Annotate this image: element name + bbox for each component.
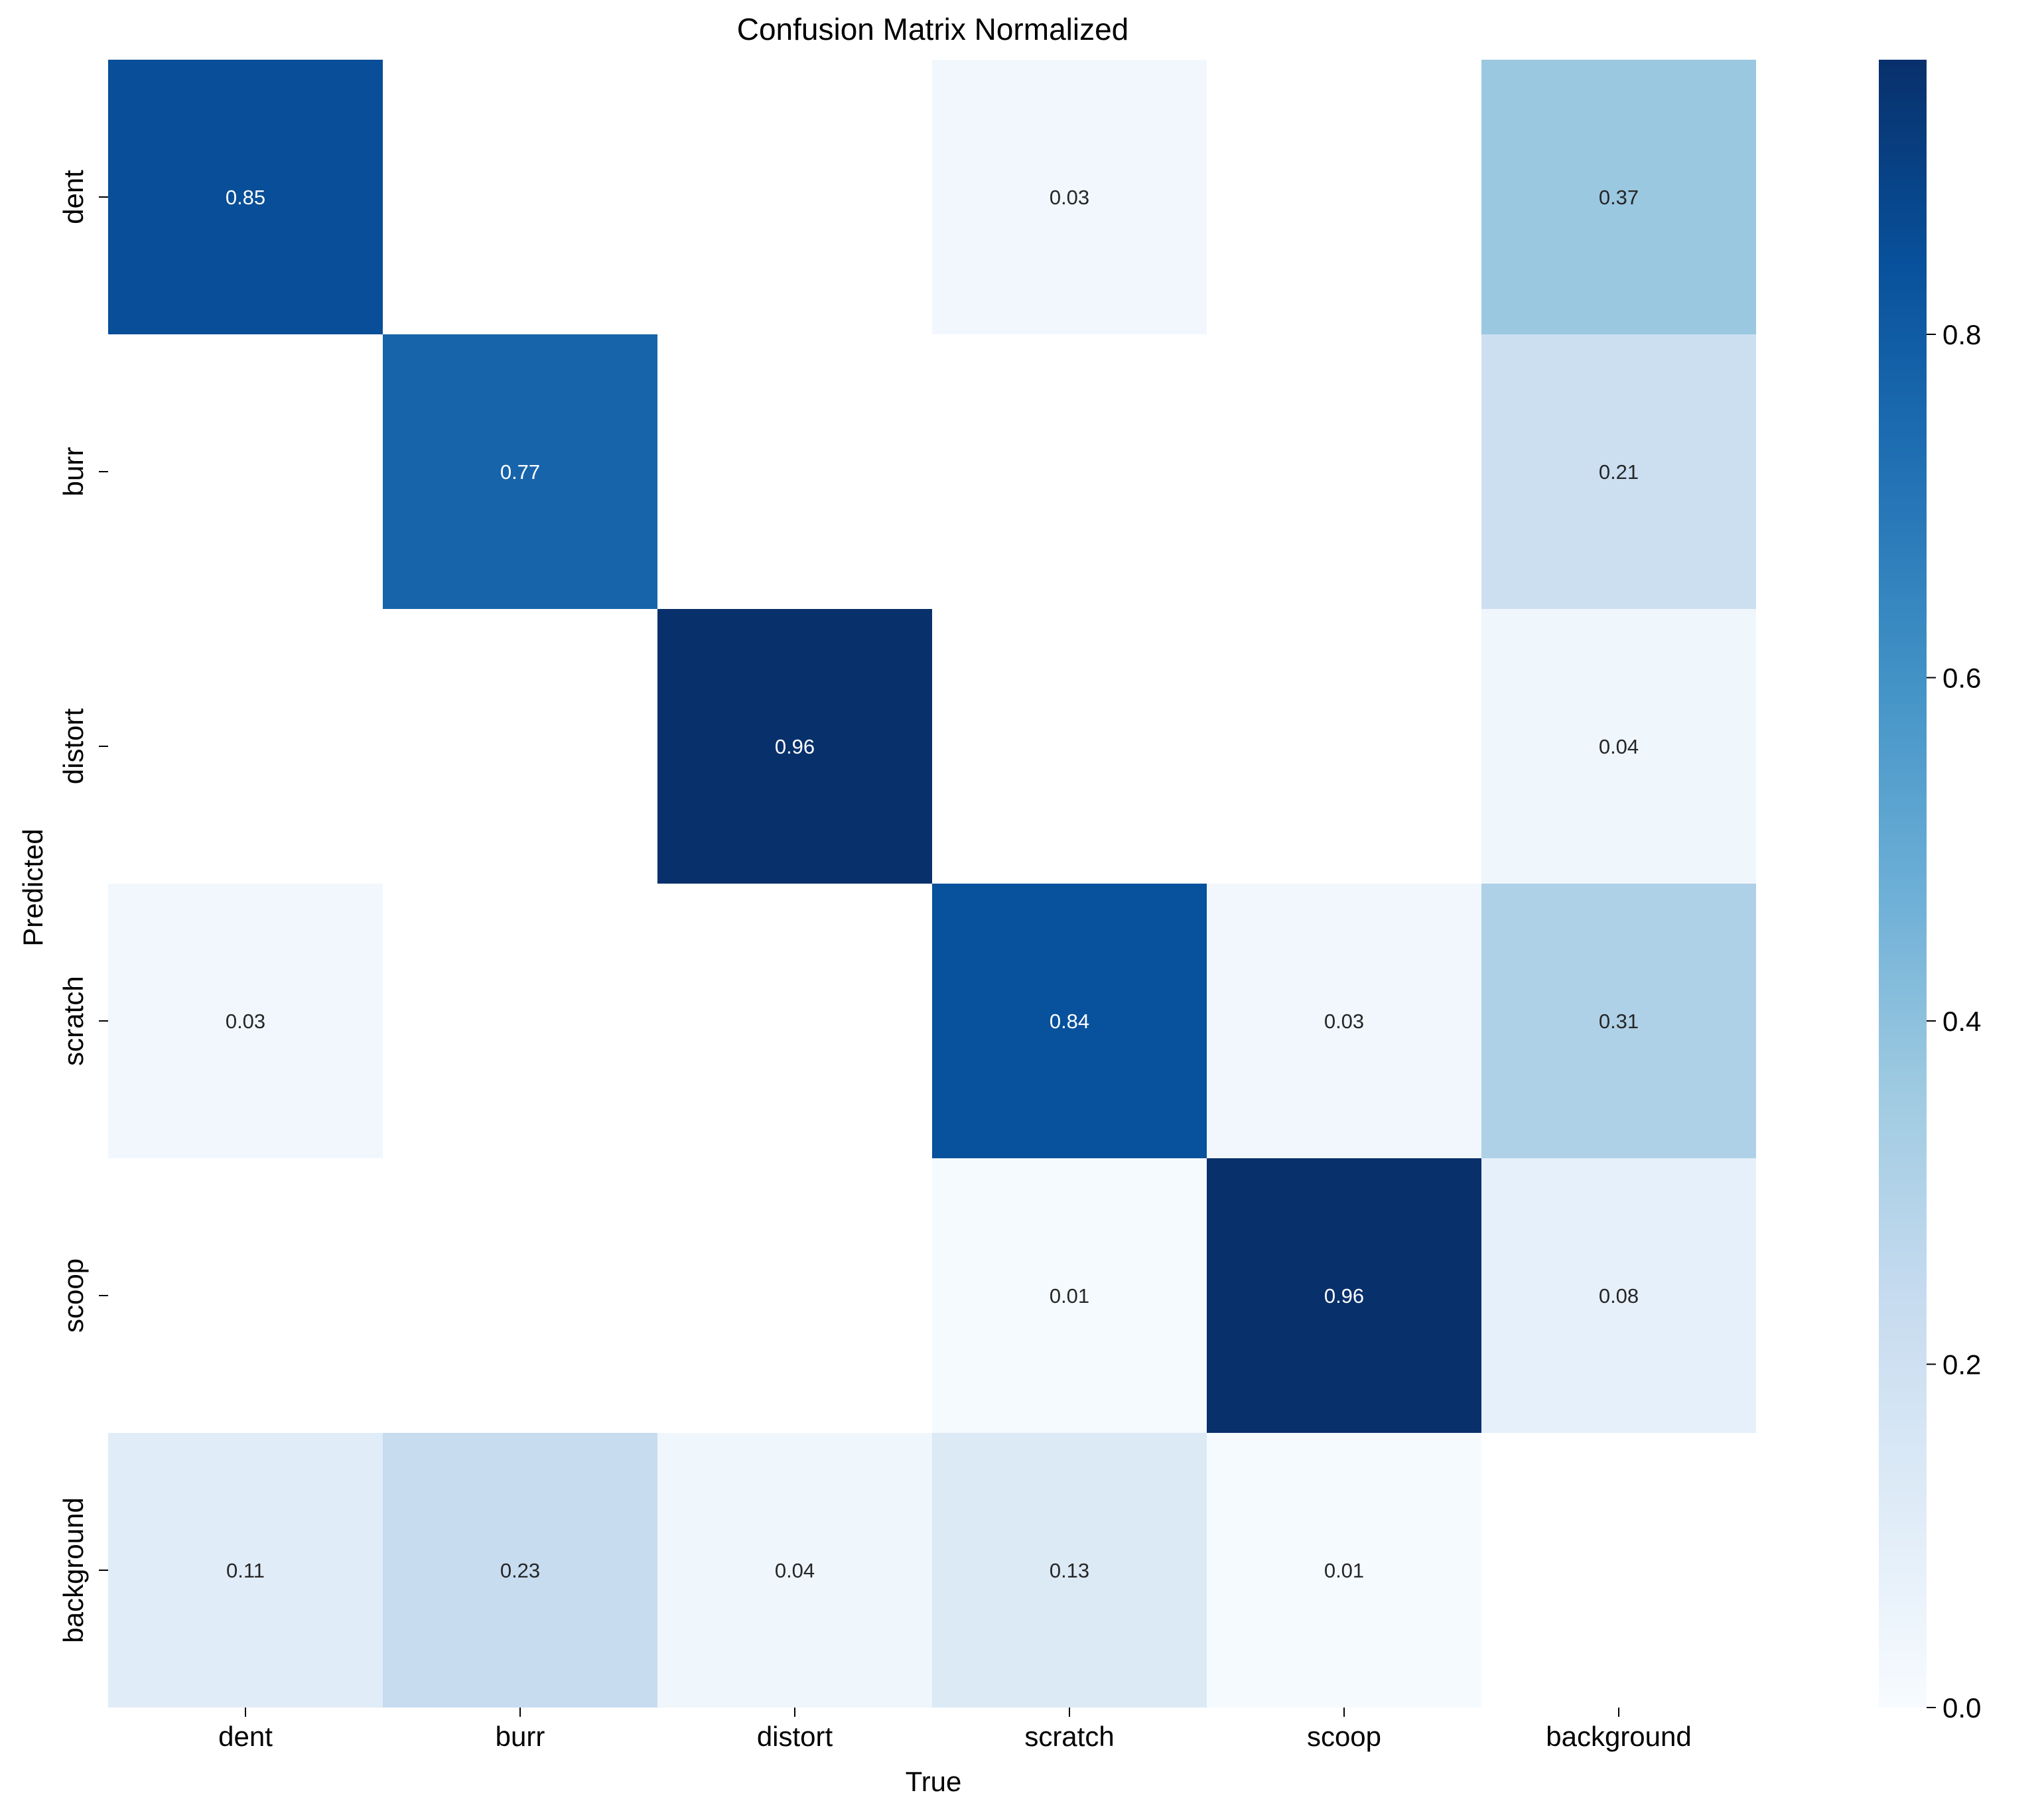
cell-value-label: 0.03 [1050, 186, 1089, 209]
colorbar-tick-label: 0.2 [1942, 1349, 1981, 1380]
heatmap-cell [108, 1433, 383, 1708]
heatmap-cell [932, 1433, 1207, 1708]
colorbar-tick-label: 0.6 [1942, 663, 1981, 694]
x-tick-label: burr [496, 1721, 545, 1752]
heatmap-cell [657, 609, 932, 884]
colorbar-gradient [1879, 60, 1927, 1708]
heatmap-cell [1207, 1158, 1481, 1433]
y-tick-label: burr [58, 447, 89, 497]
y-tick-label: background [58, 1497, 89, 1643]
heatmap-cell [383, 1433, 657, 1708]
heatmap-cell [1481, 609, 1756, 884]
heatmap-cell [383, 334, 657, 609]
y-tick-label: distort [58, 708, 89, 784]
cell-value-label: 0.84 [1050, 1010, 1089, 1033]
x-tick-label: dent [218, 1721, 273, 1752]
heatmap-cell [657, 1433, 932, 1708]
y-tick-label: scratch [58, 976, 89, 1065]
heatmap-cell [1481, 1158, 1756, 1433]
cell-value-label: 0.01 [1050, 1284, 1089, 1308]
cell-value-label: 0.85 [226, 186, 265, 209]
x-tick-label: background [1546, 1721, 1692, 1752]
heatmap-cell [932, 1158, 1207, 1433]
heatmap-cell [1481, 884, 1756, 1158]
cell-value-label: 0.96 [775, 735, 815, 758]
cell-value-label: 0.96 [1324, 1284, 1364, 1308]
x-tick-label: scoop [1307, 1721, 1381, 1752]
y-tick-label: dent [58, 170, 89, 224]
cell-value-label: 0.11 [226, 1559, 265, 1582]
cell-value-label: 0.77 [500, 460, 540, 484]
y-axis: dent burr distort scratch scoop background [58, 170, 108, 1643]
heatmap-cell [1207, 1433, 1481, 1708]
cell-value-label: 0.03 [226, 1010, 265, 1033]
cell-value-label: 0.21 [1599, 460, 1639, 484]
chart-title: Confusion Matrix Normalized [737, 12, 1129, 46]
colorbar: 0.0 0.2 0.4 0.6 0.8 [1879, 60, 1981, 1723]
colorbar-tick-label: 0.0 [1942, 1692, 1981, 1723]
x-axis-label: True [906, 1766, 962, 1797]
cell-value-label: 0.03 [1324, 1010, 1364, 1033]
colorbar-tick-label: 0.8 [1942, 319, 1981, 350]
colorbar-tick-label: 0.4 [1942, 1006, 1981, 1037]
x-axis: dent burr distort scratch scoop background [218, 1708, 1692, 1752]
heatmap-cells: 0.85 0.03 0.37 0.77 0.21 0.96 0.04 0.03 0.84 0.03… [108, 60, 1756, 1708]
cell-value-label: 0.31 [1599, 1010, 1639, 1033]
cell-value-label: 0.37 [1599, 186, 1639, 209]
y-tick-label: scoop [58, 1258, 89, 1333]
cell-value-label: 0.04 [1599, 735, 1639, 758]
heatmap-cell [932, 884, 1207, 1158]
heatmap-cell [1481, 334, 1756, 609]
cell-value-label: 0.23 [500, 1559, 540, 1582]
x-tick-label: distort [757, 1721, 833, 1752]
heatmap-cell [108, 60, 383, 334]
cell-value-label: 0.08 [1599, 1284, 1639, 1308]
x-tick-label: scratch [1024, 1721, 1114, 1752]
heatmap-cell [1207, 884, 1481, 1158]
cell-value-label: 0.13 [1050, 1559, 1089, 1582]
heatmap-cell [932, 60, 1207, 334]
cell-value-label: 0.04 [775, 1559, 815, 1582]
cell-value-label: 0.01 [1324, 1559, 1364, 1582]
heatmap-cell [1481, 60, 1756, 334]
y-axis-label: Predicted [17, 829, 48, 946]
heatmap-cell [108, 884, 383, 1158]
